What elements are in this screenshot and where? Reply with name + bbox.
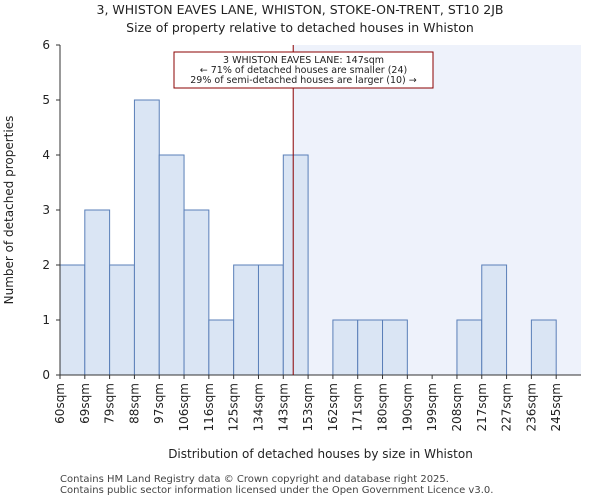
chart-title-line1: 3, WHISTON EAVES LANE, WHISTON, STOKE-ON… [96, 2, 504, 17]
x-tick-label: 171sqm [351, 383, 365, 431]
bar-208sqm [456, 319, 483, 376]
bar-79sqm [109, 264, 135, 376]
annotation-line3: 29% of semi-detached houses are larger (… [190, 75, 417, 86]
x-tick-label: 116sqm [202, 383, 216, 431]
x-tick-label: 125sqm [227, 383, 241, 431]
y-ticks-layer: 0 1 2 3 4 5 6 [42, 38, 60, 382]
y-tick-label: 3 [42, 203, 50, 217]
y-tick-label: 5 [42, 93, 50, 107]
x-tick-label: 208sqm [450, 383, 464, 431]
x-tick-label: 143sqm [276, 383, 290, 431]
bar-171sqm [357, 319, 384, 376]
x-tick-label: 180sqm [376, 383, 390, 431]
bar-69sqm [84, 209, 111, 376]
annotation-line1: 3 WHISTON EAVES LANE: 147sqm [223, 55, 384, 66]
x-tick-label: 190sqm [400, 383, 414, 431]
bar-180sqm [382, 319, 408, 376]
x-ticks-layer: 60sqm 69sqm 79sqm 88sqm 97sqm 106sqm 116sqm 125… [53, 375, 563, 431]
y-tick-label: 1 [42, 313, 50, 327]
bar-134sqm [257, 264, 284, 376]
x-tick-label: 199sqm [425, 383, 439, 431]
x-tick-label: 134sqm [251, 383, 265, 431]
x-tick-label: 60sqm [53, 383, 67, 424]
bar-97sqm [158, 154, 185, 376]
x-axis-label: Distribution of detached houses by size … [168, 447, 473, 461]
x-tick-label: 162sqm [326, 383, 340, 431]
annotation-line2: ← 71% of detached houses are smaller (24… [200, 65, 407, 76]
bar-116sqm [208, 319, 235, 376]
bar-143sqm [282, 154, 309, 376]
x-tick-label: 217sqm [475, 383, 489, 431]
y-tick-label: 0 [42, 368, 50, 382]
x-tick-label: 69sqm [78, 383, 92, 424]
bar-60sqm [59, 264, 86, 376]
footer-copyright: Contains HM Land Registry data © Crown c… [60, 474, 449, 485]
bars-layer [59, 99, 557, 376]
annotation-box [173, 51, 434, 89]
y-tick-label: 2 [42, 258, 50, 272]
bar-125sqm [233, 264, 259, 376]
bar-236sqm [530, 319, 557, 376]
x-tick-label: 227sqm [500, 383, 514, 431]
bar-217sqm [481, 264, 508, 376]
bar-162sqm [332, 319, 359, 376]
annotation-layer: 3 WHISTON EAVES LANE: 147sqm ← 71% of de… [173, 51, 434, 89]
x-tick-label: 88sqm [127, 383, 141, 424]
x-tick-label: 245sqm [549, 383, 563, 431]
y-tick-label: 6 [42, 38, 50, 52]
footer-licence: Contains public sector information licen… [60, 485, 494, 496]
x-tick-label: 97sqm [152, 383, 166, 424]
y-tick-label: 4 [42, 148, 50, 162]
bar-106sqm [183, 209, 210, 376]
x-tick-label: 79sqm [103, 383, 117, 424]
x-tick-label: 153sqm [301, 383, 315, 431]
x-tick-label: 106sqm [177, 383, 191, 431]
chart-subtitle: Size of property relative to detached ho… [126, 20, 474, 35]
x-tick-label: 236sqm [524, 383, 538, 431]
y-axis-label: Number of detached properties [2, 116, 16, 305]
bar-88sqm [133, 99, 160, 376]
